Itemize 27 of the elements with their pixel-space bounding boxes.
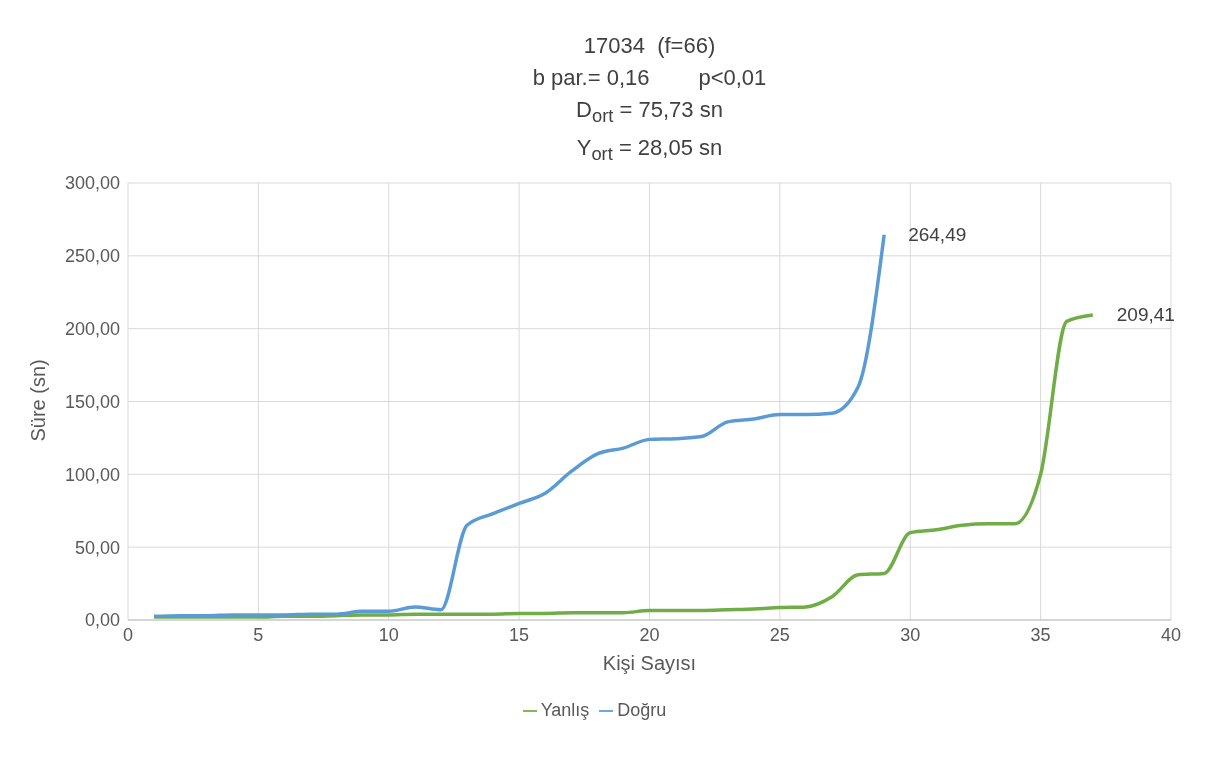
y-tick-label: 150,00 — [64, 391, 120, 412]
y-tick-label: 200,00 — [64, 318, 120, 339]
x-tick-label: 35 — [1030, 624, 1051, 645]
x-tick-label: 40 — [1160, 624, 1182, 645]
y-tick-label: 250,00 — [64, 246, 120, 266]
x-tick-label: 10 — [378, 624, 399, 645]
x-tick-label: 0 — [122, 624, 134, 645]
data-label: 209,41 — [1116, 303, 1175, 325]
data-label: 264,49 — [908, 223, 967, 245]
x-tick-label: 30 — [900, 624, 921, 645]
x-tick-label: 25 — [769, 624, 790, 645]
legend-label: Yanlış — [540, 699, 590, 720]
y-tick-label: 100,00 — [64, 464, 120, 485]
text: D$_{ort}$ = 75,73 sn — [576, 97, 723, 127]
legend-label: Doğru — [617, 699, 667, 720]
x-tick-label: 20 — [639, 624, 660, 645]
chart-title: 17034 (f=66) — [582, 32, 717, 60]
x-tick-label: 15 — [509, 624, 530, 645]
text: Y$_{ort}$ = 28,05 sn — [576, 135, 723, 165]
y-tick-label: 300,00 — [64, 173, 120, 194]
y-tick-label: 50,00 — [74, 537, 120, 558]
x-axis-title: Kişi Sayısı — [602, 651, 697, 674]
y-tick-label: 0,00 — [84, 610, 120, 631]
x-tick-label: 5 — [253, 624, 264, 645]
text: b par.= 0,16 p<0,01 — [532, 65, 767, 90]
y-axis-title: Süre (sn) — [27, 359, 50, 442]
line-series — [152, 232, 886, 618]
